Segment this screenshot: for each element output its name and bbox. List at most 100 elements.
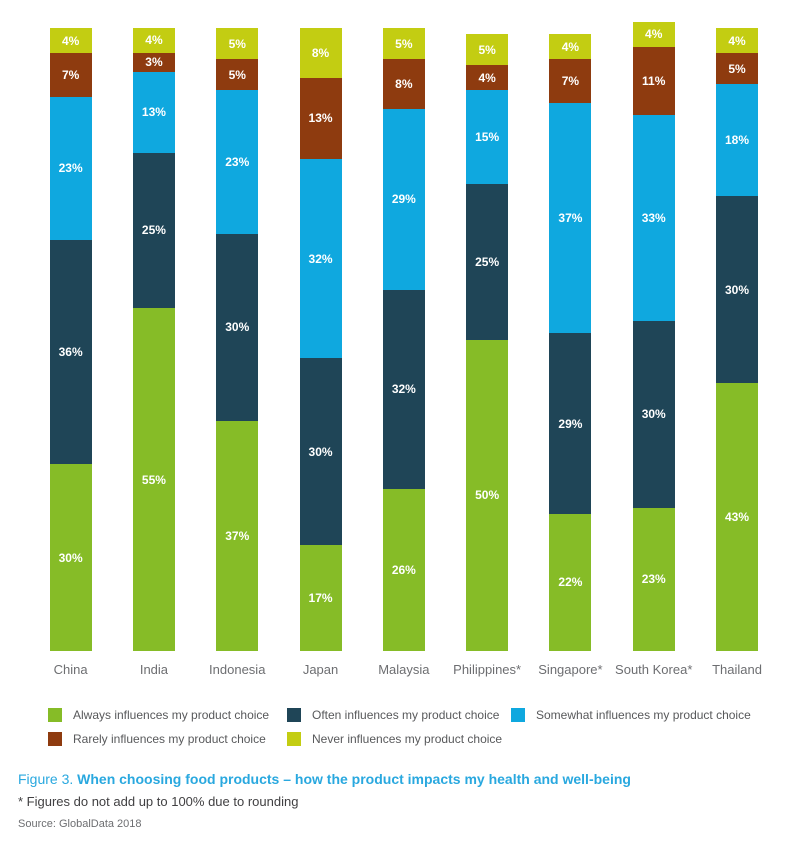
segment-value-label: 5% [478,42,496,57]
segment-value-label: 4% [478,70,496,85]
legend-item: Always influences my product choice [48,708,269,722]
segment-value-label: 8% [311,45,330,60]
bar-segment: 7% [549,59,592,103]
footnote: * Figures do not add up to 100% due to r… [18,794,299,809]
bar-segment: 30% [216,233,259,421]
segment-value-label: 4% [728,33,746,48]
bar-segment: 36% [49,239,92,465]
bar-segment: 37% [216,420,259,651]
caption-prefix: Figure 3. [18,771,78,787]
bar: 17% 30% 32% 13% 8% [299,28,342,651]
segment-value-label: 37% [225,528,250,543]
bar-segment: 30% [632,320,675,508]
bar-segment: 4% [549,34,592,60]
segment-value-label: 5% [228,67,246,82]
segment-value-label: 8% [395,77,413,92]
source-line: Source: GlobalData 2018 [18,818,142,830]
bar-segment: 4% [716,28,759,53]
bar-segment: 18% [716,84,759,197]
segment-value-label: 30% [225,320,250,335]
segment-value-label: 3% [145,55,163,70]
legend-label: Always influences my product choice [73,708,270,722]
bar-segment: 4% [49,28,92,53]
bar-column: 37% 30% 23% 5% 5% Indonesia [196,28,279,677]
bar-segment: 5% [716,52,759,85]
legend-swatch [48,708,62,722]
legend-swatch [287,708,301,722]
segment-value-label: 5% [728,61,746,76]
bar-segment: 29% [382,109,425,290]
segment-value-label: 37% [558,211,583,226]
bar-segment: 13% [132,71,175,153]
bar-segment: 30% [716,196,759,384]
segment-value-label: 23% [225,154,250,169]
bar: 55% 25% 13% 3% 4% [132,28,175,651]
segment-value-label: 5% [228,36,246,51]
legend-swatch [48,732,62,746]
legend-swatch [511,708,525,722]
country-label: Indonesia [209,662,266,677]
segment-value-label: 32% [391,382,416,397]
bar-segment: 33% [632,115,675,321]
segment-value-label: 26% [391,563,416,578]
bar-segment: 29% [549,333,592,514]
bar-segment: 8% [299,28,342,78]
segment-value-label: 30% [725,282,750,297]
segment-value-label: 17% [308,591,333,606]
country-label: South Korea* [615,662,693,677]
segment-value-label: 13% [308,111,333,126]
bar: 37% 30% 23% 5% 5% [216,28,259,651]
bar-column: 23% 30% 33% 11% 4% South Korea* [612,21,695,677]
bar-column: 43% 30% 18% 5% 4% Thailand [695,28,778,677]
segment-value-label: 23% [641,572,666,587]
bar-column: 22% 29% 37% 7% 4% Singapore* [529,34,612,677]
bar-column: 17% 30% 32% 13% 8% Japan [279,28,362,677]
bar-segment: 4% [132,28,175,53]
bar-segment: 30% [299,358,342,546]
bar-column: 55% 25% 13% 3% 4% India [112,28,195,677]
segment-value-label: 55% [141,472,166,487]
legend-item: Often influences my product choice [287,708,499,722]
bar-segment: 32% [382,289,425,490]
legend-item: Never influences my product choice [287,732,502,746]
segment-value-label: 43% [725,510,750,525]
bar-segment: 55% [132,308,175,651]
segment-value-label: 4% [645,27,663,42]
bar-segment: 30% [49,464,92,651]
country-label: Thailand [712,662,762,677]
bar-segment: 23% [49,96,92,240]
segment-value-label: 13% [141,105,166,120]
segment-value-label: 50% [475,488,500,503]
bar: 30% 36% 23% 7% 4% [49,28,92,651]
legend-item: Somewhat influences my product choice [511,708,751,722]
segment-value-label: 4% [61,33,80,48]
segment-value-label: 5% [395,36,413,51]
bar-segment: 22% [549,513,592,651]
bar-segment: 13% [299,77,342,159]
segment-value-label: 30% [641,407,666,422]
segment-value-label: 7% [561,73,580,88]
bar-segment: 5% [466,34,509,66]
bar-segment: 5% [382,28,425,60]
bar-segment: 11% [632,46,675,116]
bar-segment: 5% [216,28,259,60]
bar-column: 26% 32% 29% 8% 5% Malaysia [362,28,445,677]
bar-segment: 25% [466,183,509,340]
bar-segment: 4% [466,65,509,91]
bar-segment: 3% [132,52,175,72]
bar-segment: 50% [466,339,509,651]
country-label: Singapore* [538,662,603,677]
segment-value-label: 33% [641,211,666,226]
segment-value-label: 22% [558,575,583,590]
bar-segment: 32% [299,158,342,359]
segment-value-label: 29% [558,416,583,431]
segment-value-label: 25% [475,254,500,269]
figure-caption: Figure 3. When choosing food products – … [18,771,631,787]
bar-segment: 26% [382,489,425,651]
legend-label: Rarely influences my product choice [73,732,266,746]
segment-value-label: 36% [58,344,83,359]
country-label: Japan [302,662,339,677]
bar: 50% 25% 15% 4% 5% [466,34,509,651]
legend-label: Often influences my product choice [312,708,500,722]
